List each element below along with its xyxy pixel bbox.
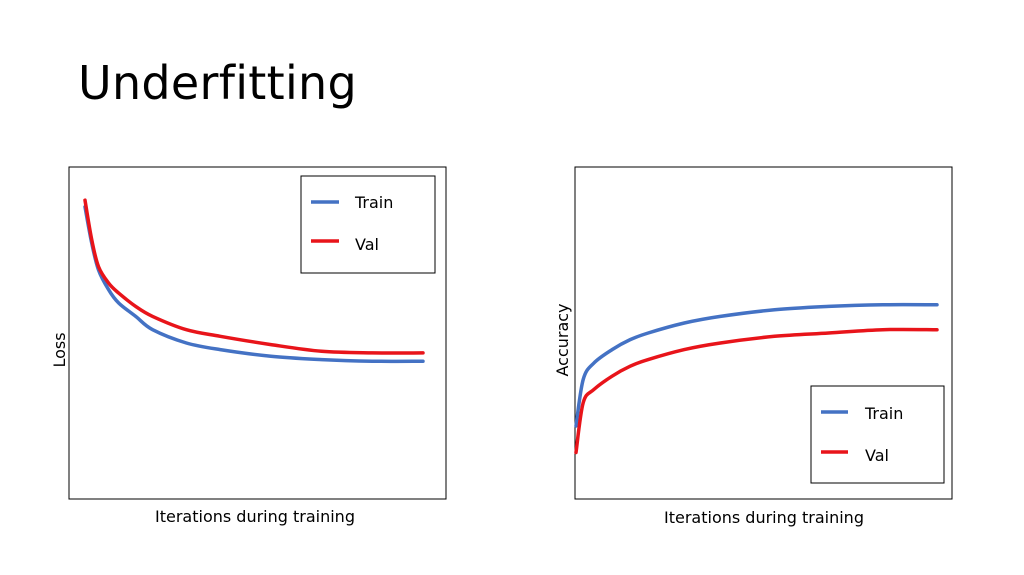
- legend-train-label: Train: [864, 404, 903, 423]
- loss-chart: Train Val Iterations during training Los…: [50, 166, 447, 526]
- series-line-train: [574, 302, 939, 428]
- legend-val-label: Val: [355, 235, 379, 254]
- legend-box: [300, 175, 436, 274]
- series-line-val: [574, 327, 939, 455]
- plot-frame: [68, 166, 447, 500]
- x-axis-label: Iterations during training: [155, 507, 355, 526]
- legend-train-label: Train: [354, 193, 393, 212]
- plot-frame: [574, 166, 953, 500]
- y-axis-label: Accuracy: [553, 303, 572, 376]
- legend-val-label: Val: [865, 446, 889, 465]
- slide-title: Underfitting: [78, 56, 358, 110]
- accuracy-chart: Train Val Iterations during training Acc…: [553, 166, 953, 527]
- legend-box: [810, 385, 945, 484]
- x-axis-label: Iterations during training: [664, 508, 864, 527]
- y-axis-label: Loss: [50, 332, 69, 367]
- series-line-val: [83, 198, 425, 355]
